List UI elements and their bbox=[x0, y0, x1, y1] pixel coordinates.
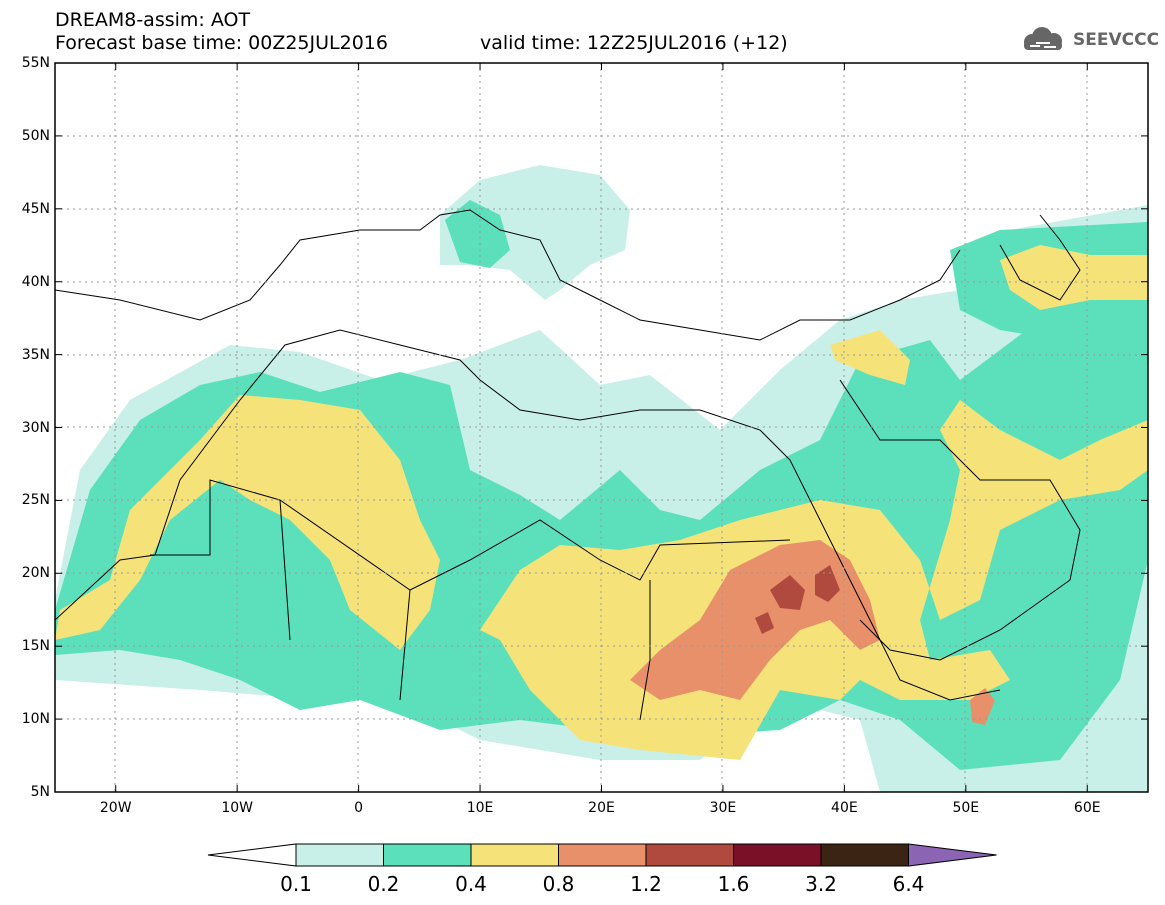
longitude-label: 40E bbox=[831, 800, 858, 816]
forecast-base-time: Forecast base time: 00Z25JUL2016 bbox=[55, 32, 388, 54]
latitude-label: 50N bbox=[21, 127, 50, 144]
latitude-label: 45N bbox=[21, 200, 50, 217]
colorbar bbox=[207, 843, 997, 867]
aot-band-0-2-italy bbox=[445, 200, 510, 268]
seevccc-logo-text: SEEVCCC bbox=[1073, 30, 1160, 50]
latitude-label: 25N bbox=[21, 492, 50, 509]
aot-fields bbox=[55, 63, 1148, 792]
latitude-label: 15N bbox=[21, 638, 50, 655]
map-title: DREAM8-assim: AOT bbox=[55, 9, 251, 31]
colorbar-label: 3.2 bbox=[805, 872, 837, 896]
longitude-label: 30E bbox=[709, 800, 737, 816]
valid-time: valid time: 12Z25JUL2016 (+12) bbox=[480, 32, 788, 54]
colorbar-swatch bbox=[558, 843, 647, 867]
longitude-label: 0 bbox=[354, 800, 364, 816]
colorbar-over-arrow bbox=[908, 843, 997, 867]
colorbar-label: 0.1 bbox=[280, 872, 312, 896]
longitude-label: 10E bbox=[466, 800, 494, 816]
border-b bbox=[279, 499, 791, 591]
colorbar-label: 1.2 bbox=[630, 872, 662, 896]
latitude-label: 40N bbox=[21, 273, 50, 290]
latitude-label: 10N bbox=[21, 711, 50, 728]
colorbar-label: 1.6 bbox=[717, 872, 750, 896]
aot-band-1-2-b bbox=[815, 565, 840, 602]
aot-band-0-8-horn bbox=[970, 688, 995, 725]
aot-band-0-4-iraq bbox=[830, 330, 910, 385]
latitude-label: 30N bbox=[21, 419, 50, 436]
colorbar-label: 0.4 bbox=[455, 872, 487, 896]
colorbar-under-arrow bbox=[207, 843, 297, 867]
latitude-label: 55N bbox=[21, 55, 50, 71]
latitude-label: 35N bbox=[21, 346, 50, 363]
colorbar-swatch bbox=[820, 843, 909, 867]
longitude-label: 10W bbox=[221, 800, 253, 816]
aot-band-0-4 bbox=[55, 395, 440, 650]
colorbar-swatch bbox=[295, 843, 384, 867]
colorbar-swatch bbox=[470, 843, 559, 867]
colorbar-label: 6.4 bbox=[892, 872, 925, 896]
aot-band-1-2-c bbox=[755, 612, 774, 634]
border-a bbox=[150, 479, 291, 641]
gridlines bbox=[55, 63, 1148, 792]
latitude-label: 5N bbox=[30, 784, 50, 800]
axis-ticks bbox=[55, 62, 1148, 793]
colorbar-swatch bbox=[383, 843, 472, 867]
latitude-label: 20N bbox=[21, 565, 50, 582]
colorbar-swatch bbox=[645, 843, 734, 867]
longitude-label: 50E bbox=[952, 800, 980, 816]
aot-band-0-4-north bbox=[1000, 245, 1148, 310]
aot-band-1-2 bbox=[770, 575, 805, 610]
longitude-label: 60E bbox=[1073, 800, 1101, 816]
colorbar-label: 0.8 bbox=[542, 872, 575, 896]
longitude-label: 20W bbox=[99, 800, 132, 816]
border-d bbox=[639, 580, 651, 721]
border-c bbox=[399, 589, 411, 701]
coastline-africa bbox=[55, 329, 1001, 701]
longitude-label: 20E bbox=[588, 800, 615, 816]
coastline-arabia bbox=[839, 379, 1081, 661]
colorbar-swatch bbox=[733, 843, 822, 867]
cloud-icon bbox=[1024, 27, 1062, 50]
coastline-caspian bbox=[999, 214, 1081, 301]
colorbar-label: 0.2 bbox=[367, 872, 400, 896]
